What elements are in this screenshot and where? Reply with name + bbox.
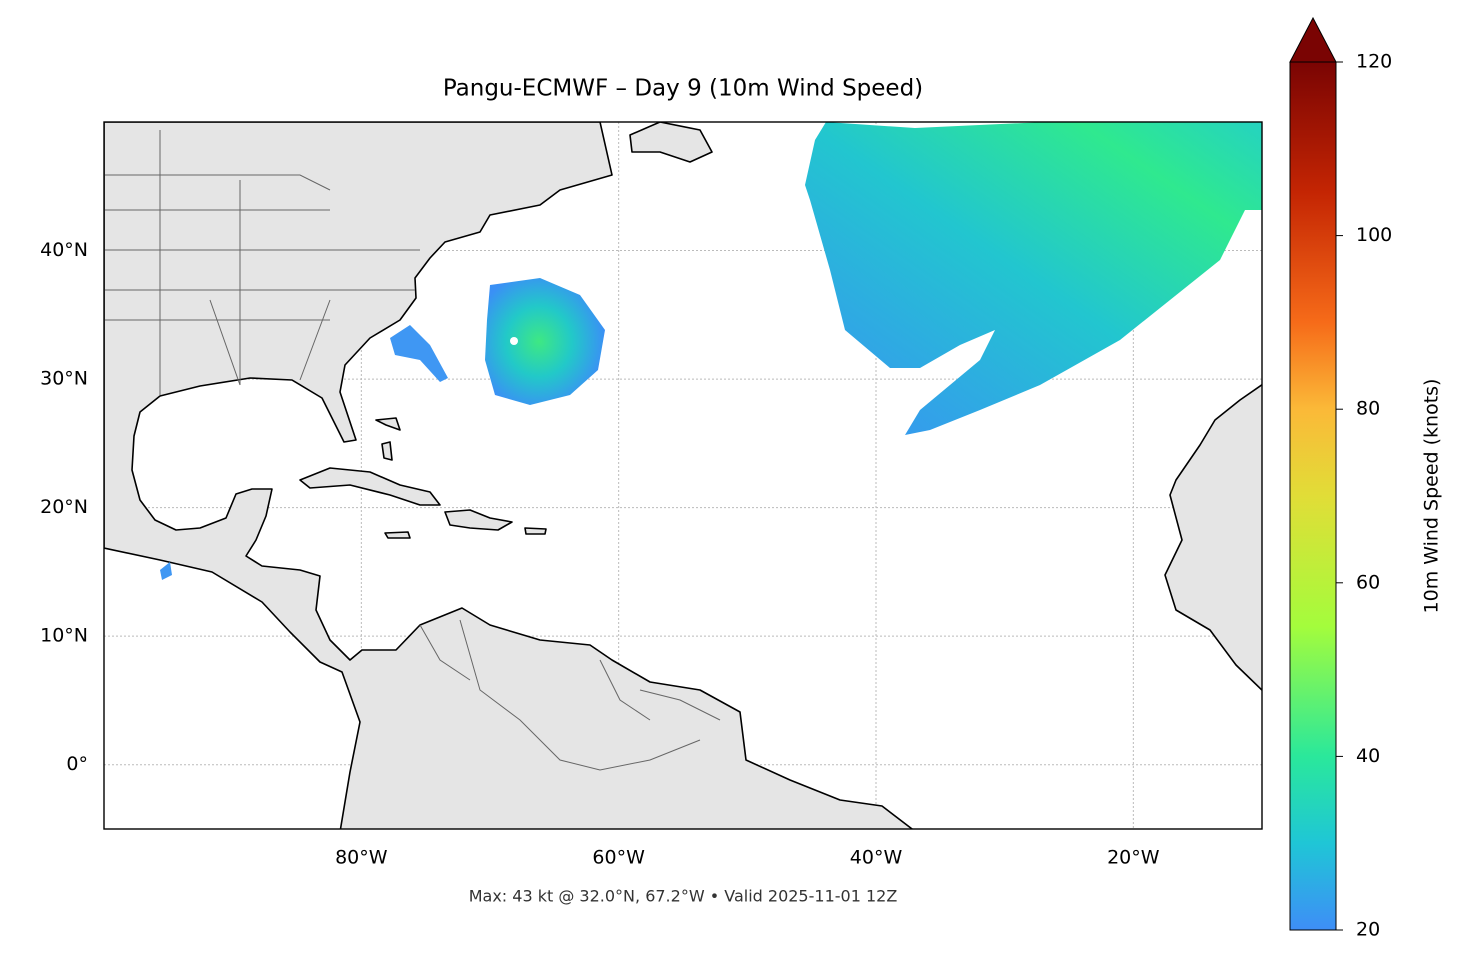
colorbar-extension: [1289, 16, 1337, 63]
x-tick-label: 40°W: [850, 847, 903, 869]
y-tick-label: 30°N: [40, 368, 88, 390]
bahamas: [375, 417, 401, 461]
map-area: [104, 122, 1262, 829]
wind-field: [485, 278, 605, 405]
wind-field: [805, 122, 1262, 435]
y-tick-label: 0°: [66, 753, 88, 775]
y-tick-label: 20°N: [40, 496, 88, 518]
x-tick-label: 20°W: [1107, 847, 1160, 869]
colorbar-label: 10m Wind Speed (knots): [1421, 379, 1443, 614]
wind-gap: [510, 337, 518, 345]
wind-field: [160, 562, 172, 580]
hispaniola: [444, 509, 513, 531]
x-tick-label: 80°W: [335, 847, 388, 869]
colorbar: 20 40 60 80 100 120: [1289, 16, 1392, 941]
newfoundland: [629, 122, 713, 163]
colorbar-gradient: [1289, 61, 1337, 931]
jamaica: [384, 531, 411, 539]
americas: [104, 122, 914, 829]
wind-field: [390, 325, 448, 382]
cuba: [299, 467, 441, 506]
y-tick-label: 10°N: [40, 625, 88, 647]
y-tick-label: 40°N: [40, 239, 88, 261]
colorbar-tick-label: 100: [1356, 224, 1392, 246]
colorbar-tick-label: 120: [1356, 51, 1392, 73]
footer-note: Max: 43 kt @ 32.0°N, 67.2°W • Valid 2025…: [469, 887, 898, 906]
colorbar-tick-label: 80: [1356, 398, 1380, 420]
colorbar-tick-label: 40: [1356, 745, 1380, 767]
colorbar-tick-label: 20: [1356, 919, 1380, 941]
colorbar-tick-label: 60: [1356, 571, 1380, 593]
chart-title: Pangu-ECMWF – Day 9 (10m Wind Speed): [443, 76, 923, 102]
puerto-rico: [524, 527, 547, 535]
x-tick-label: 60°W: [592, 847, 645, 869]
africa: [1164, 383, 1262, 692]
map-frame: [103, 121, 1263, 830]
